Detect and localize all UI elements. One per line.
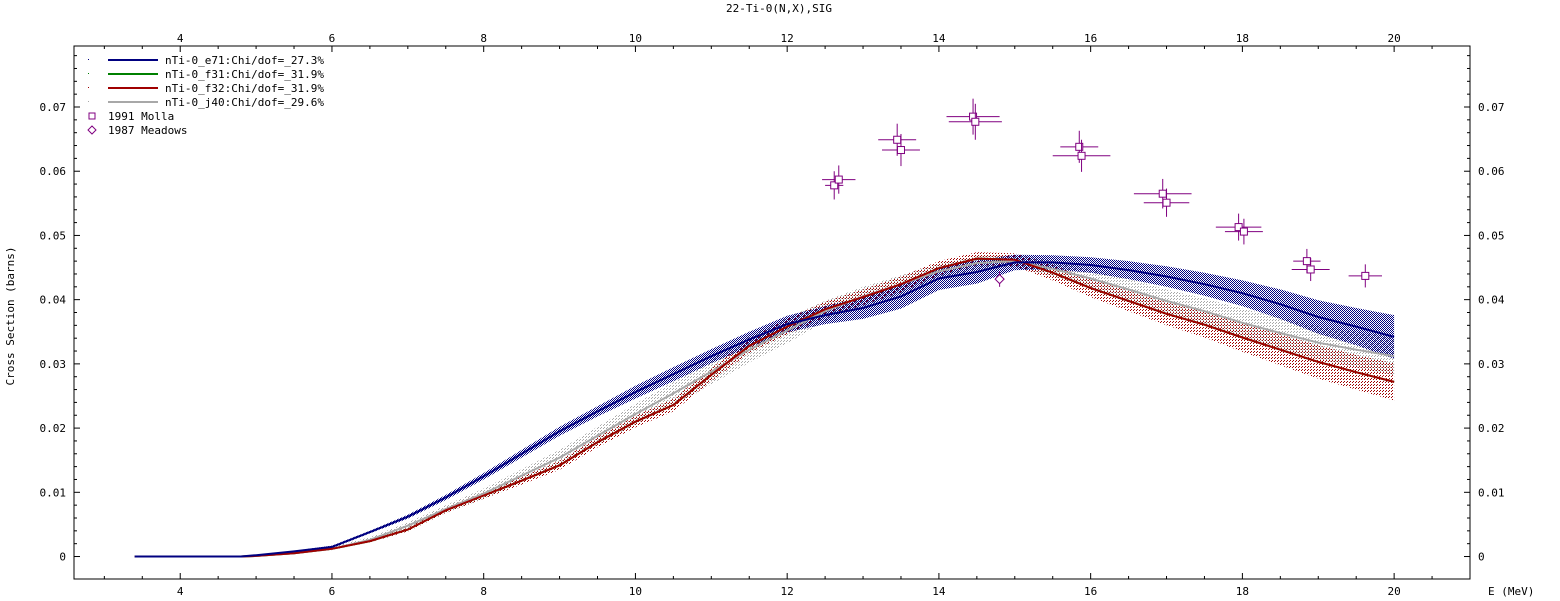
y-tick-label-right: 0 <box>1478 551 1485 564</box>
data-point-square <box>1077 151 1086 160</box>
data-point-square <box>830 181 839 190</box>
data-point-diamond <box>994 273 1005 285</box>
data-point-square <box>896 146 905 155</box>
y-tick-label-left: 0.06 <box>40 165 67 178</box>
series-line <box>134 261 1395 558</box>
data-point-square <box>1075 142 1084 151</box>
legend-label: nTi-0_j40:Chi/dof=_29.6% <box>165 96 324 109</box>
data-point-square <box>893 135 902 144</box>
x-tick-label-top: 4 <box>177 32 184 45</box>
legend-marker-square <box>88 112 96 120</box>
uncertainty-bands <box>134 252 1395 557</box>
x-tick-label-bottom: 6 <box>329 585 336 598</box>
y-tick-label-left: 0.01 <box>40 486 67 499</box>
y-tick-label-left: 0.05 <box>40 229 67 242</box>
data-point-square <box>1234 223 1243 232</box>
chart-title: 22-Ti-0(N,X),SIG <box>726 2 832 15</box>
legend-label: nTi-0_f32:Chi/dof=_31.9% <box>165 82 324 95</box>
axis-ticks: 4 4 6 6 8 8 10 10 12 12 14 14 16 16 18 18 20 20 0 0 0.01 0.01… <box>40 32 1505 598</box>
x-tick-label-top: 14 <box>932 32 946 45</box>
series-lines <box>134 257 1395 558</box>
x-tick-label-top: 8 <box>480 32 487 45</box>
x-tick-label-bottom: 20 <box>1388 585 1401 598</box>
data-point-square <box>1239 227 1248 236</box>
data-point-square <box>1361 271 1370 280</box>
x-tick-label-bottom: 8 <box>480 585 487 598</box>
x-tick-label-top: 18 <box>1236 32 1249 45</box>
x-tick-label-bottom: 12 <box>781 585 794 598</box>
data-point-square <box>1302 257 1311 266</box>
y-tick-label-right: 0.06 <box>1478 165 1505 178</box>
legend-dot <box>88 87 89 88</box>
legend-marker-diamond <box>87 125 97 135</box>
legend-dot <box>88 73 89 74</box>
experimental-points <box>822 98 1382 288</box>
x-tick-label-top: 10 <box>629 32 642 45</box>
legend-label: nTi-0_f31:Chi/dof=_31.9% <box>165 68 324 81</box>
x-tick-label-top: 20 <box>1388 32 1401 45</box>
legend-label: 1991 Molla <box>108 110 174 123</box>
x-tick-label-top: 16 <box>1084 32 1097 45</box>
y-tick-label-right: 0.07 <box>1478 101 1505 114</box>
x-tick-label-top: 12 <box>781 32 794 45</box>
y-tick-label-right: 0.03 <box>1478 358 1505 371</box>
y-tick-label-left: 0.07 <box>40 101 67 114</box>
x-axis-label: E (MeV) <box>1488 585 1534 598</box>
y-tick-label-right: 0.01 <box>1478 486 1505 499</box>
y-axis-label: Cross Section (barns) <box>4 246 17 385</box>
y-tick-label-right: 0.05 <box>1478 229 1505 242</box>
x-tick-label-top: 6 <box>329 32 336 45</box>
series-line <box>134 257 1395 558</box>
y-tick-label-left: 0.02 <box>40 422 67 435</box>
legend-label: nTi-0_e71:Chi/dof=_27.3% <box>165 54 324 67</box>
data-point-square <box>1306 265 1315 274</box>
y-tick-label-left: 0 <box>59 551 66 564</box>
x-tick-label-bottom: 14 <box>932 585 946 598</box>
legend-label: 1987 Meadows <box>108 124 187 137</box>
data-point-square <box>1158 189 1167 198</box>
uncertainty-band <box>134 252 1395 557</box>
data-point-square <box>834 175 843 184</box>
uncertainty-band <box>134 254 1395 557</box>
x-tick-label-bottom: 10 <box>629 585 642 598</box>
y-tick-label-left: 0.03 <box>40 358 67 371</box>
legend: nTi-0_e71:Chi/dof=_27.3%nTi-0_f31:Chi/do… <box>87 54 324 137</box>
legend-dot <box>88 59 89 60</box>
y-tick-label-left: 0.04 <box>40 294 67 307</box>
plot-frame <box>73 45 1471 580</box>
y-tick-label-right: 0.02 <box>1478 422 1505 435</box>
x-tick-label-bottom: 4 <box>177 585 184 598</box>
x-tick-label-bottom: 16 <box>1084 585 1097 598</box>
legend-dot <box>88 101 89 102</box>
data-point-square <box>1162 198 1171 207</box>
x-tick-label-bottom: 18 <box>1236 585 1249 598</box>
data-point-square <box>971 117 980 126</box>
y-tick-label-right: 0.04 <box>1478 294 1505 307</box>
